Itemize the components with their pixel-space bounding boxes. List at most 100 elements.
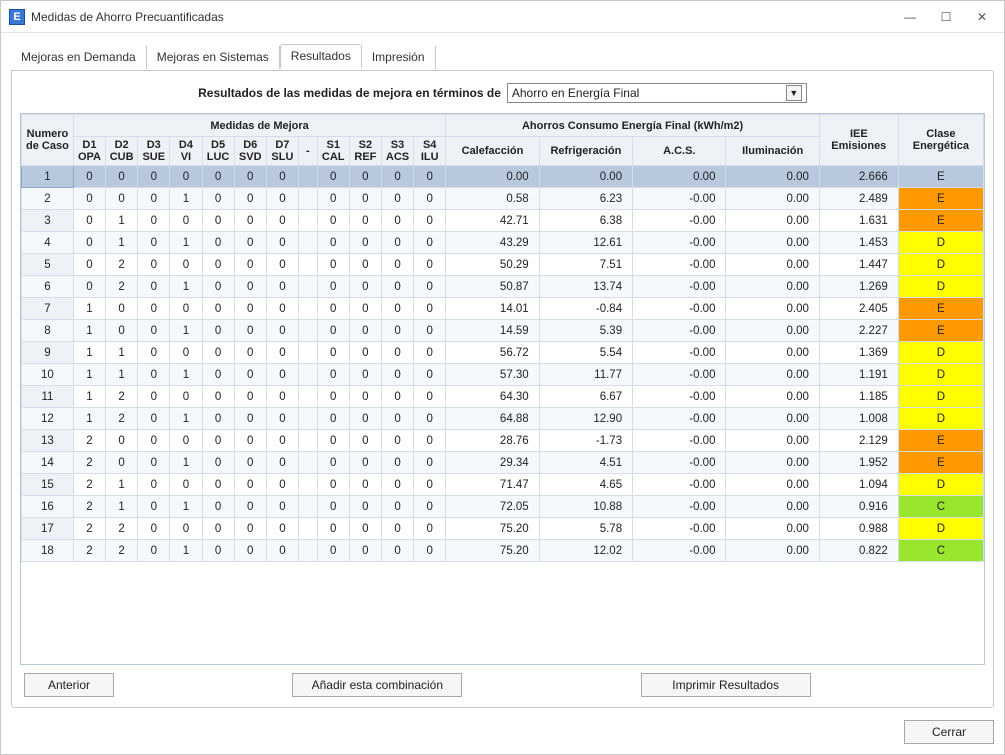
table-row[interactable]: 152100000000071.474.65-0.000.001.094D [22, 474, 984, 496]
cell-d1: 0 [73, 166, 105, 188]
col-d6[interactable]: D6SVD [234, 137, 266, 166]
cell-numero[interactable]: 8 [22, 320, 74, 342]
cell-iee: 1.369 [819, 342, 898, 364]
cell-d1: 1 [73, 342, 105, 364]
cell-numero[interactable]: 17 [22, 518, 74, 540]
table-row[interactable]: 40101000000043.2912.61-0.000.001.453D [22, 232, 984, 254]
cell-numero[interactable]: 2 [22, 188, 74, 210]
table-row[interactable]: 111200000000064.306.67-0.000.001.185D [22, 386, 984, 408]
cell-numero[interactable]: 18 [22, 540, 74, 562]
close-window-button[interactable]: ✕ [964, 5, 1000, 29]
tab-mejoras-sistemas[interactable]: Mejoras en Sistemas [147, 46, 280, 69]
table-row[interactable]: 162101000000072.0510.88-0.000.000.916C [22, 496, 984, 518]
col-numero-caso[interactable]: Numerode Caso [22, 115, 74, 166]
cell-iee: 0.988 [819, 518, 898, 540]
table-row[interactable]: 101101000000057.3011.77-0.000.001.191D [22, 364, 984, 386]
table-row[interactable]: 30100000000042.716.38-0.000.001.631E [22, 210, 984, 232]
cell-dash [298, 320, 317, 342]
cell-cons-3: 0.00 [726, 276, 819, 298]
cell-d1: 2 [73, 518, 105, 540]
cell-s4: 0 [414, 320, 446, 342]
table-row[interactable]: 50200000000050.297.51-0.000.001.447D [22, 254, 984, 276]
table-row[interactable]: 182201000000075.2012.02-0.000.000.822C [22, 540, 984, 562]
cell-numero[interactable]: 14 [22, 452, 74, 474]
col-iluminacion[interactable]: Iluminación [726, 137, 819, 166]
cell-numero[interactable]: 1 [22, 166, 74, 188]
cell-s4: 0 [414, 496, 446, 518]
colgroup-medidas[interactable]: Medidas de Mejora [73, 115, 445, 137]
table-row[interactable]: 71000000000014.01-0.84-0.000.002.405E [22, 298, 984, 320]
cell-numero[interactable]: 7 [22, 298, 74, 320]
cell-numero[interactable]: 10 [22, 364, 74, 386]
table-row[interactable]: 121201000000064.8812.90-0.000.001.008D [22, 408, 984, 430]
cell-cons-2: -0.00 [633, 276, 726, 298]
col-clase[interactable]: ClaseEnergética [898, 115, 983, 166]
results-metric-select[interactable]: Ahorro en Energía Final ▼ [507, 83, 807, 103]
col-iee[interactable]: IEEEmisiones [819, 115, 898, 166]
col-d5[interactable]: D5LUC [202, 137, 234, 166]
results-grid[interactable]: Numerode Caso Medidas de Mejora Ahorros … [20, 113, 985, 665]
cell-numero[interactable]: 4 [22, 232, 74, 254]
cell-d5: 0 [202, 452, 234, 474]
cell-numero[interactable]: 6 [22, 276, 74, 298]
col-d4[interactable]: D4VI [170, 137, 202, 166]
cell-numero[interactable]: 16 [22, 496, 74, 518]
table-row[interactable]: 142001000000029.344.51-0.000.001.952E [22, 452, 984, 474]
close-button[interactable]: Cerrar [904, 720, 994, 744]
table-row[interactable]: 91100000000056.725.54-0.000.001.369D [22, 342, 984, 364]
table-row[interactable]: 2000100000000.586.23-0.000.002.489E [22, 188, 984, 210]
cell-d3: 0 [138, 518, 170, 540]
cell-cons-2: -0.00 [633, 320, 726, 342]
cell-s3: 0 [381, 408, 413, 430]
cell-numero[interactable]: 5 [22, 254, 74, 276]
cell-cons-3: 0.00 [726, 232, 819, 254]
col-calefaccion[interactable]: Calefacción [446, 137, 539, 166]
cell-d4: 1 [170, 232, 202, 254]
cell-s1: 0 [317, 452, 349, 474]
col-refrigeracion[interactable]: Refrigeración [539, 137, 632, 166]
cell-d5: 0 [202, 342, 234, 364]
prev-button[interactable]: Anterior [24, 673, 114, 697]
cell-numero[interactable]: 15 [22, 474, 74, 496]
table-row[interactable]: 1000000000000.000.000.000.002.666E [22, 166, 984, 188]
maximize-button[interactable]: ☐ [928, 5, 964, 29]
cell-numero[interactable]: 9 [22, 342, 74, 364]
cell-numero[interactable]: 13 [22, 430, 74, 452]
col-d1[interactable]: D1OPA [73, 137, 105, 166]
cell-iee: 2.129 [819, 430, 898, 452]
col-s4[interactable]: S4ILU [414, 137, 446, 166]
col-s3[interactable]: S3ACS [381, 137, 413, 166]
table-row[interactable]: 81001000000014.595.39-0.000.002.227E [22, 320, 984, 342]
cell-cons-1: 11.77 [539, 364, 632, 386]
minimize-button[interactable]: — [892, 5, 928, 29]
cell-numero[interactable]: 3 [22, 210, 74, 232]
cell-s4: 0 [414, 386, 446, 408]
cell-numero[interactable]: 12 [22, 408, 74, 430]
col-d2[interactable]: D2CUB [106, 137, 138, 166]
col-d7[interactable]: D7SLU [266, 137, 298, 166]
col-s1[interactable]: S1CAL [317, 137, 349, 166]
tab-mejoras-demanda[interactable]: Mejoras en Demanda [11, 46, 147, 69]
col-acs[interactable]: A.C.S. [633, 137, 726, 166]
tab-impresion[interactable]: Impresión [362, 46, 436, 69]
add-combination-button[interactable]: Añadir esta combinación [292, 673, 462, 697]
cell-d6: 0 [234, 408, 266, 430]
cell-s1: 0 [317, 386, 349, 408]
tab-resultados[interactable]: Resultados [280, 44, 362, 69]
colgroup-ahorros[interactable]: Ahorros Consumo Energía Final (kWh/m2) [446, 115, 820, 137]
cell-d3: 0 [138, 452, 170, 474]
cell-cons-0: 0.00 [446, 166, 539, 188]
cell-d2: 0 [106, 298, 138, 320]
window-title: Medidas de Ahorro Precuantificadas [31, 10, 892, 24]
cell-s4: 0 [414, 342, 446, 364]
table-row[interactable]: 60201000000050.8713.74-0.000.001.269D [22, 276, 984, 298]
print-results-button[interactable]: Imprimir Resultados [641, 673, 811, 697]
table-row[interactable]: 132000000000028.76-1.73-0.000.002.129E [22, 430, 984, 452]
table-row[interactable]: 172200000000075.205.78-0.000.000.988D [22, 518, 984, 540]
col-s2[interactable]: S2REF [349, 137, 381, 166]
cell-d6: 0 [234, 518, 266, 540]
col-d3[interactable]: D3SUE [138, 137, 170, 166]
cell-dash [298, 364, 317, 386]
cell-d5: 0 [202, 298, 234, 320]
cell-numero[interactable]: 11 [22, 386, 74, 408]
